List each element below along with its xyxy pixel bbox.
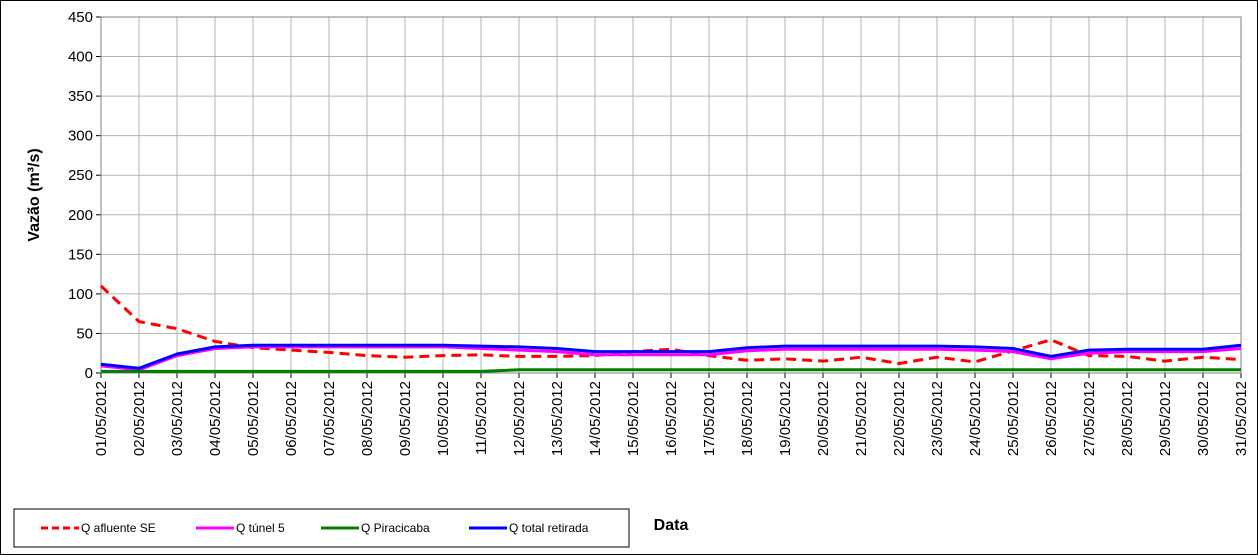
x-tick-label: 31/05/2012 bbox=[1233, 381, 1250, 456]
x-tick-label: 27/05/2012 bbox=[1081, 381, 1098, 456]
x-tick-label: 24/05/2012 bbox=[967, 381, 984, 456]
x-tick-label: 26/05/2012 bbox=[1043, 381, 1060, 456]
x-tick-label: 04/05/2012 bbox=[207, 381, 224, 456]
x-tick-label: 18/05/2012 bbox=[739, 381, 756, 456]
x-tick-label: 10/05/2012 bbox=[435, 381, 452, 456]
legend-label: Q túnel 5 bbox=[236, 521, 285, 535]
x-tick-label: 11/05/2012 bbox=[473, 381, 490, 455]
series-lines bbox=[99, 284, 1242, 373]
x-tick-label: 14/05/2012 bbox=[587, 381, 604, 456]
y-tick-label: 300 bbox=[68, 128, 93, 145]
x-tick-label: 03/05/2012 bbox=[169, 381, 186, 456]
y-tick-label: 50 bbox=[76, 325, 93, 342]
x-tick-label: 13/05/2012 bbox=[549, 381, 566, 456]
x-tick-label: 16/05/2012 bbox=[663, 381, 680, 456]
y-tick-label: 200 bbox=[68, 207, 93, 224]
x-tick-label: 01/05/2012 bbox=[93, 381, 110, 456]
legend-label: Q afluente SE bbox=[81, 521, 156, 535]
y-tick-label: 150 bbox=[68, 246, 93, 263]
axes: 0 50 100 150 200 250 300 350 400 450 01/05/2012 02/… bbox=[68, 9, 1250, 456]
legend-label: Q Piracicaba bbox=[361, 521, 430, 535]
legend-label: Q total retirada bbox=[509, 521, 589, 535]
y-tick-label: 400 bbox=[68, 49, 93, 66]
x-tick-label: 20/05/2012 bbox=[815, 381, 832, 456]
x-tick-label: 05/05/2012 bbox=[245, 381, 262, 456]
x-tick-label: 19/05/2012 bbox=[777, 381, 794, 456]
plot-border bbox=[100, 16, 1242, 374]
series-line-4 bbox=[100, 343, 1242, 370]
x-tick-label: 06/05/2012 bbox=[283, 381, 300, 456]
x-tick-label: 23/05/2012 bbox=[929, 381, 946, 456]
y-tick-label: 450 bbox=[68, 9, 93, 26]
legend: Q afluente SE Q túnel 5 Q Piracicaba Q tota… bbox=[41, 521, 589, 535]
x-tick-label: 30/05/2012 bbox=[1195, 381, 1212, 456]
x-tick-label: 25/05/2012 bbox=[1005, 381, 1022, 456]
x-tick-label: 17/05/2012 bbox=[701, 381, 718, 456]
x-tick-label: 08/05/2012 bbox=[359, 381, 376, 456]
series-line-2 bbox=[100, 345, 1242, 372]
y-tick-label: 0 bbox=[85, 365, 93, 382]
y-tick-label: 100 bbox=[68, 286, 93, 303]
x-axis-title: Data bbox=[654, 517, 689, 534]
x-tick-label: 12/05/2012 bbox=[511, 381, 528, 456]
series-line-3 bbox=[101, 368, 1241, 373]
x-tick-label: 02/05/2012 bbox=[131, 381, 148, 456]
x-tick-label: 09/05/2012 bbox=[397, 381, 414, 456]
y-tick-label: 250 bbox=[68, 167, 93, 184]
x-tick-label: 29/05/2012 bbox=[1157, 381, 1174, 456]
x-tick-label: 15/05/2012 bbox=[625, 381, 642, 456]
x-tick-label: 21/05/2012 bbox=[853, 381, 870, 456]
x-tick-label: 22/05/2012 bbox=[891, 381, 908, 456]
y-axis-title: Vazão (m³/s) bbox=[26, 148, 43, 241]
x-tick-label: 07/05/2012 bbox=[321, 381, 338, 456]
y-tick-label: 350 bbox=[68, 88, 93, 105]
x-tick-label: 28/05/2012 bbox=[1119, 381, 1136, 456]
